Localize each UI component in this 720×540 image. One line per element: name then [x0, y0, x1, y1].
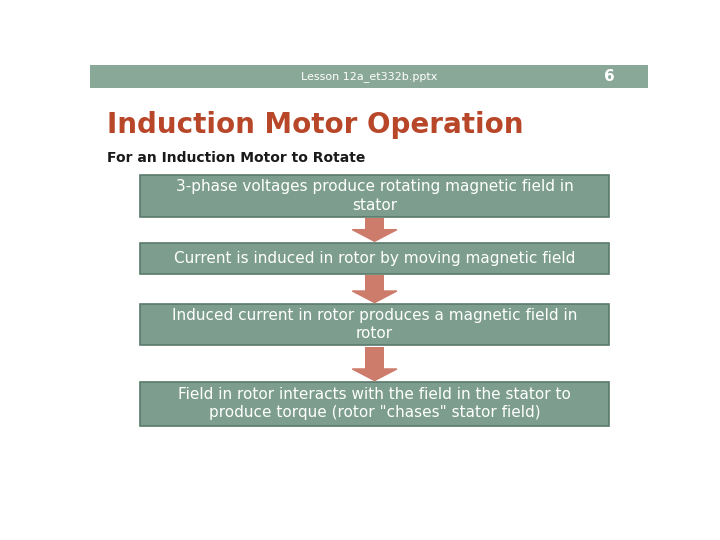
FancyBboxPatch shape	[90, 65, 648, 87]
FancyBboxPatch shape	[140, 242, 609, 274]
FancyBboxPatch shape	[365, 275, 384, 291]
Text: For an Induction Motor to Rotate: For an Induction Motor to Rotate	[107, 151, 365, 165]
Text: 6: 6	[603, 69, 614, 84]
Text: Current is induced in rotor by moving magnetic field: Current is induced in rotor by moving ma…	[174, 251, 575, 266]
Text: Field in rotor interacts with the field in the stator to
produce torque (rotor ": Field in rotor interacts with the field …	[178, 387, 571, 421]
FancyBboxPatch shape	[140, 175, 609, 217]
Text: Induced current in rotor produces a magnetic field in
rotor: Induced current in rotor produces a magn…	[172, 308, 577, 341]
FancyBboxPatch shape	[140, 382, 609, 426]
Polygon shape	[352, 369, 397, 381]
FancyBboxPatch shape	[365, 218, 384, 230]
Polygon shape	[352, 291, 397, 302]
FancyBboxPatch shape	[140, 304, 609, 346]
Text: 3-phase voltages produce rotating magnetic field in
stator: 3-phase voltages produce rotating magnet…	[176, 179, 573, 213]
Text: Induction Motor Operation: Induction Motor Operation	[107, 111, 523, 139]
Polygon shape	[352, 230, 397, 241]
Text: Lesson 12a_et332b.pptx: Lesson 12a_et332b.pptx	[301, 71, 437, 82]
FancyBboxPatch shape	[365, 347, 384, 369]
